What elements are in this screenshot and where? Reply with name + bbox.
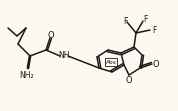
Text: F: F	[143, 16, 147, 25]
FancyBboxPatch shape	[105, 58, 117, 66]
Text: NH₂: NH₂	[20, 70, 34, 79]
Text: F: F	[152, 26, 156, 35]
Text: O: O	[126, 75, 132, 84]
Text: O: O	[153, 59, 159, 68]
Text: Abs: Abs	[106, 60, 116, 65]
Text: F: F	[123, 17, 127, 26]
Text: O: O	[48, 31, 54, 40]
Text: NH: NH	[58, 51, 70, 59]
